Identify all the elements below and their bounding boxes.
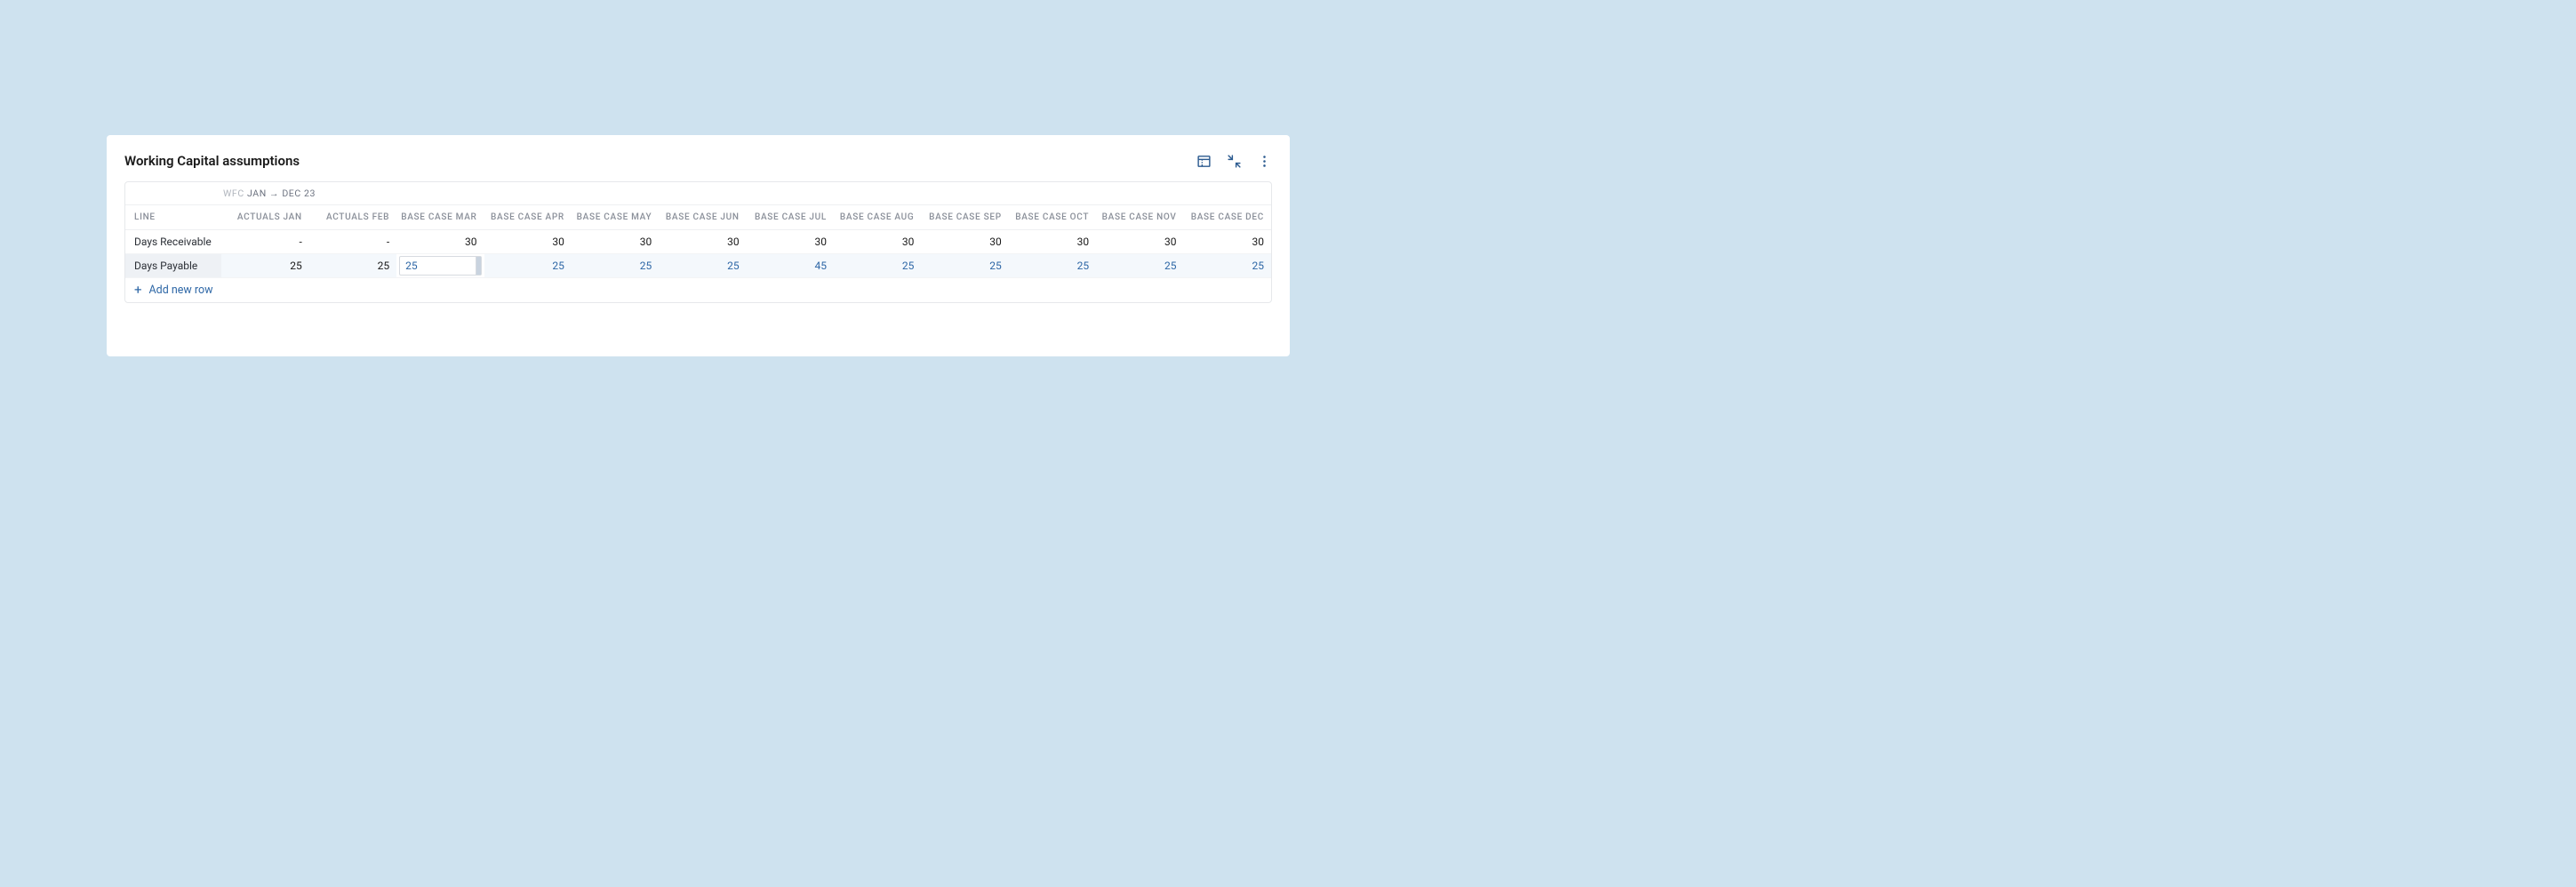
col-header: BASE CASE SEP: [921, 205, 1008, 230]
cell[interactable]: 25: [221, 254, 308, 278]
col-header: BASE CASE MAY: [572, 205, 659, 230]
range-span: JAN → DEC 23: [247, 188, 316, 199]
table-row[interactable]: Days Receivable - - 30 30 30 30 30 30 30…: [125, 230, 1271, 254]
table-row[interactable]: Days Payable 25 25 25 25 25 45 25 25: [125, 254, 1271, 278]
plus-icon: +: [134, 284, 142, 297]
assumptions-card: Working Capital assumptions: [107, 135, 1290, 356]
row-label[interactable]: Days Receivable: [125, 230, 221, 254]
cell[interactable]: 30: [921, 230, 1008, 254]
cell[interactable]: 30: [1096, 230, 1183, 254]
card-title: Working Capital assumptions: [124, 153, 300, 169]
assumptions-table: LINE ACTUALS JAN ACTUALS FEB BASE CASE M…: [125, 205, 1271, 278]
cell[interactable]: 30: [572, 230, 659, 254]
cell[interactable]: 25: [1096, 254, 1183, 278]
col-header: BASE CASE AUG: [834, 205, 921, 230]
cell[interactable]: 25: [484, 254, 572, 278]
cell[interactable]: 25: [1009, 254, 1096, 278]
cell[interactable]: 30: [484, 230, 572, 254]
cell[interactable]: -: [221, 230, 308, 254]
header-row: LINE ACTUALS JAN ACTUALS FEB BASE CASE M…: [125, 205, 1271, 230]
cell[interactable]: 25: [1184, 254, 1271, 278]
col-header: BASE CASE JUL: [747, 205, 834, 230]
cell[interactable]: -: [309, 230, 396, 254]
col-header: BASE CASE OCT: [1009, 205, 1096, 230]
cell[interactable]: 30: [747, 230, 834, 254]
table-container: WFC JAN → DEC 23 LINE ACTUALS JAN ACTUAL…: [124, 181, 1272, 303]
col-header: BASE CASE NOV: [1096, 205, 1183, 230]
add-new-row-button[interactable]: + Add new row: [125, 278, 1271, 302]
cell[interactable]: 30: [659, 230, 746, 254]
cell[interactable]: 30: [1009, 230, 1096, 254]
cell[interactable]: 25: [309, 254, 396, 278]
cell[interactable]: 30: [396, 230, 484, 254]
col-header: ACTUALS FEB: [309, 205, 396, 230]
cell-drag-handle[interactable]: [476, 257, 481, 275]
add-row-label: Add new row: [149, 284, 213, 297]
card-actions: [1196, 153, 1272, 169]
col-line: LINE: [125, 205, 221, 230]
cell-input[interactable]: [400, 257, 475, 275]
cell-input-wrap: [399, 256, 481, 276]
row-label[interactable]: Days Payable: [125, 254, 221, 278]
col-header: ACTUALS JAN: [221, 205, 308, 230]
col-header: BASE CASE JUN: [659, 205, 746, 230]
cell-editing[interactable]: [396, 254, 484, 278]
cell[interactable]: 45: [747, 254, 834, 278]
range-prefix: WFC: [223, 188, 244, 199]
layout-icon[interactable]: [1196, 153, 1212, 169]
more-icon[interactable]: [1256, 153, 1272, 169]
cell[interactable]: 25: [834, 254, 921, 278]
card-header: Working Capital assumptions: [107, 153, 1290, 181]
cell[interactable]: 25: [572, 254, 659, 278]
cell[interactable]: 30: [834, 230, 921, 254]
cell[interactable]: 30: [1184, 230, 1271, 254]
collapse-icon[interactable]: [1226, 153, 1242, 169]
col-header: BASE CASE APR: [484, 205, 572, 230]
cell[interactable]: 25: [921, 254, 1008, 278]
col-header: BASE CASE DEC: [1184, 205, 1271, 230]
col-header: BASE CASE MAR: [396, 205, 484, 230]
date-range-row: WFC JAN → DEC 23: [125, 182, 1271, 205]
cell[interactable]: 25: [659, 254, 746, 278]
